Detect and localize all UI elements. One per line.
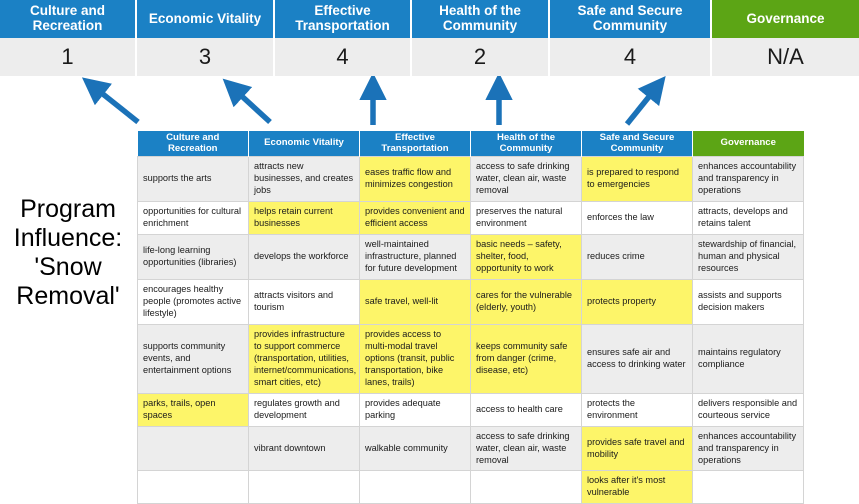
scorecard-header-effective-transportation: Effective Transportation xyxy=(275,0,412,38)
matrix-cell-highlighted: safe travel, well-lit xyxy=(359,279,471,325)
matrix-header-health-of-the-community: Health of the Community xyxy=(470,131,582,157)
matrix-cell-highlighted: looks after it's most vulnerable xyxy=(581,470,693,504)
matrix-cell: provides adequate parking xyxy=(359,392,471,427)
matrix-cell: ensures safe air and access to drinking … xyxy=(581,323,693,394)
matrix-cell: enforces the law xyxy=(581,201,693,236)
matrix-cell-highlighted: provides access to multi-modal travel op… xyxy=(359,323,471,394)
matrix-body: supports the arts attracts new businesses… xyxy=(137,156,804,504)
matrix-cell xyxy=(248,470,360,504)
matrix-header-safe-and-secure-community: Safe and Secure Community xyxy=(581,131,693,157)
arrow-culture-and-recreation xyxy=(81,77,140,125)
community-outcomes-matrix: Culture and Recreation Economic Vitality E… xyxy=(137,131,804,504)
scorecard-bar: Culture and Recreation Economic Vitality E… xyxy=(0,0,859,76)
matrix-cell: stewardship of financial, human and phys… xyxy=(692,234,804,281)
scorecard-value-safe-and-secure-community: 4 xyxy=(550,38,712,76)
matrix-row: life-long learning opportunities (librar… xyxy=(137,234,804,281)
matrix-cell: protects the environment xyxy=(581,392,693,427)
arrow-group xyxy=(81,76,666,126)
matrix-cell-highlighted: is prepared to respond to emergencies xyxy=(581,156,693,203)
scorecard-value-health-of-the-community: 2 xyxy=(412,38,550,76)
matrix-cell: supports the arts xyxy=(137,156,249,203)
scorecard-header-safe-and-secure-community: Safe and Secure Community xyxy=(550,0,712,38)
matrix-header-row: Culture and Recreation Economic Vitality E… xyxy=(137,131,804,157)
matrix-cell: well-maintained infrastructure, planned … xyxy=(359,234,471,281)
scorecard-header-row: Culture and Recreation Economic Vitality E… xyxy=(0,0,859,38)
matrix-cell: walkable community xyxy=(359,425,471,472)
matrix-cell: supports community events, and entertain… xyxy=(137,323,249,394)
matrix-cell: access to health care xyxy=(470,392,582,427)
matrix-cell: reduces crime xyxy=(581,234,693,281)
matrix-cell: access to safe drinking water, clean air… xyxy=(470,425,582,472)
matrix-cell xyxy=(692,470,804,504)
matrix-cell: attracts new businesses, and creates job… xyxy=(248,156,360,203)
scorecard-header-culture-and-recreation: Culture and Recreation xyxy=(0,0,137,38)
matrix-cell-highlighted: provides safe travel and mobility xyxy=(581,425,693,472)
matrix-cell: opportunities for cultural enrichment xyxy=(137,201,249,236)
matrix-row: encourages healthy people (promotes acti… xyxy=(137,279,804,325)
matrix-cell-highlighted: provides infrastructure to support comme… xyxy=(248,323,360,394)
matrix-row: parks, trails, open spaces regulates grow… xyxy=(137,392,804,427)
scorecard-header-economic-vitality: Economic Vitality xyxy=(137,0,275,38)
matrix-cell: encourages healthy people (promotes acti… xyxy=(137,279,249,325)
matrix-cell-highlighted: parks, trails, open spaces xyxy=(137,392,249,427)
matrix-header-culture-and-recreation: Culture and Recreation xyxy=(137,131,249,157)
matrix-cell: attracts, develops and retains talent xyxy=(692,201,804,236)
matrix-cell xyxy=(359,470,471,504)
scorecard-value-effective-transportation: 4 xyxy=(275,38,412,76)
matrix-cell: delivers responsible and courteous servi… xyxy=(692,392,804,427)
matrix-row: opportunities for cultural enrichment hel… xyxy=(137,201,804,236)
matrix-cell: assists and supports decision makers xyxy=(692,279,804,325)
arrow-safe-and-secure-community xyxy=(624,76,666,126)
scorecard-header-governance: Governance xyxy=(712,0,859,38)
matrix-cell: vibrant downtown xyxy=(248,425,360,472)
scorecard-value-economic-vitality: 3 xyxy=(137,38,275,76)
matrix-cell-highlighted: eases traffic flow and minimizes congest… xyxy=(359,156,471,203)
matrix-cell-highlighted: protects property xyxy=(581,279,693,325)
scorecard-value-row: 1 3 4 2 4 N/A xyxy=(0,38,859,76)
arrow-economic-vitality xyxy=(222,78,272,125)
matrix-header-economic-vitality: Economic Vitality xyxy=(248,131,360,157)
matrix-cell: attracts visitors and tourism xyxy=(248,279,360,325)
matrix-cell-highlighted: cares for the vulnerable (elderly, youth… xyxy=(470,279,582,325)
matrix-row: looks after it's most vulnerable xyxy=(137,470,804,504)
matrix-cell: maintains regulatory compliance xyxy=(692,323,804,394)
matrix-cell: life-long learning opportunities (librar… xyxy=(137,234,249,281)
matrix-cell: preserves the natural environment xyxy=(470,201,582,236)
matrix-row: supports community events, and entertain… xyxy=(137,323,804,394)
scorecard-header-health-of-the-community: Health of the Community xyxy=(412,0,550,38)
matrix-cell xyxy=(137,425,249,472)
scorecard-value-culture-and-recreation: 1 xyxy=(0,38,137,76)
matrix-header-effective-transportation: Effective Transportation xyxy=(359,131,471,157)
matrix-row: vibrant downtown walkable community access… xyxy=(137,425,804,472)
matrix-cell: develops the workforce xyxy=(248,234,360,281)
matrix-cell-highlighted: basic needs – safety, shelter, food, opp… xyxy=(470,234,582,281)
matrix-cell-highlighted: helps retain current businesses xyxy=(248,201,360,236)
matrix-header-governance: Governance xyxy=(692,131,804,157)
matrix-cell xyxy=(470,470,582,504)
scorecard-value-governance: N/A xyxy=(712,38,859,76)
matrix-cell: enhances accountability and transparency… xyxy=(692,425,804,472)
matrix-cell-highlighted: keeps community safe from danger (crime,… xyxy=(470,323,582,394)
matrix-cell: regulates growth and development xyxy=(248,392,360,427)
matrix-cell: enhances accountability and transparency… xyxy=(692,156,804,203)
matrix-cell: access to safe drinking water, clean air… xyxy=(470,156,582,203)
matrix-cell-highlighted: provides convenient and efficient access xyxy=(359,201,471,236)
matrix-cell xyxy=(137,470,249,504)
matrix-row: supports the arts attracts new businesses… xyxy=(137,156,804,203)
program-influence-caption: Program Influence: 'Snow Removal' xyxy=(13,195,123,310)
